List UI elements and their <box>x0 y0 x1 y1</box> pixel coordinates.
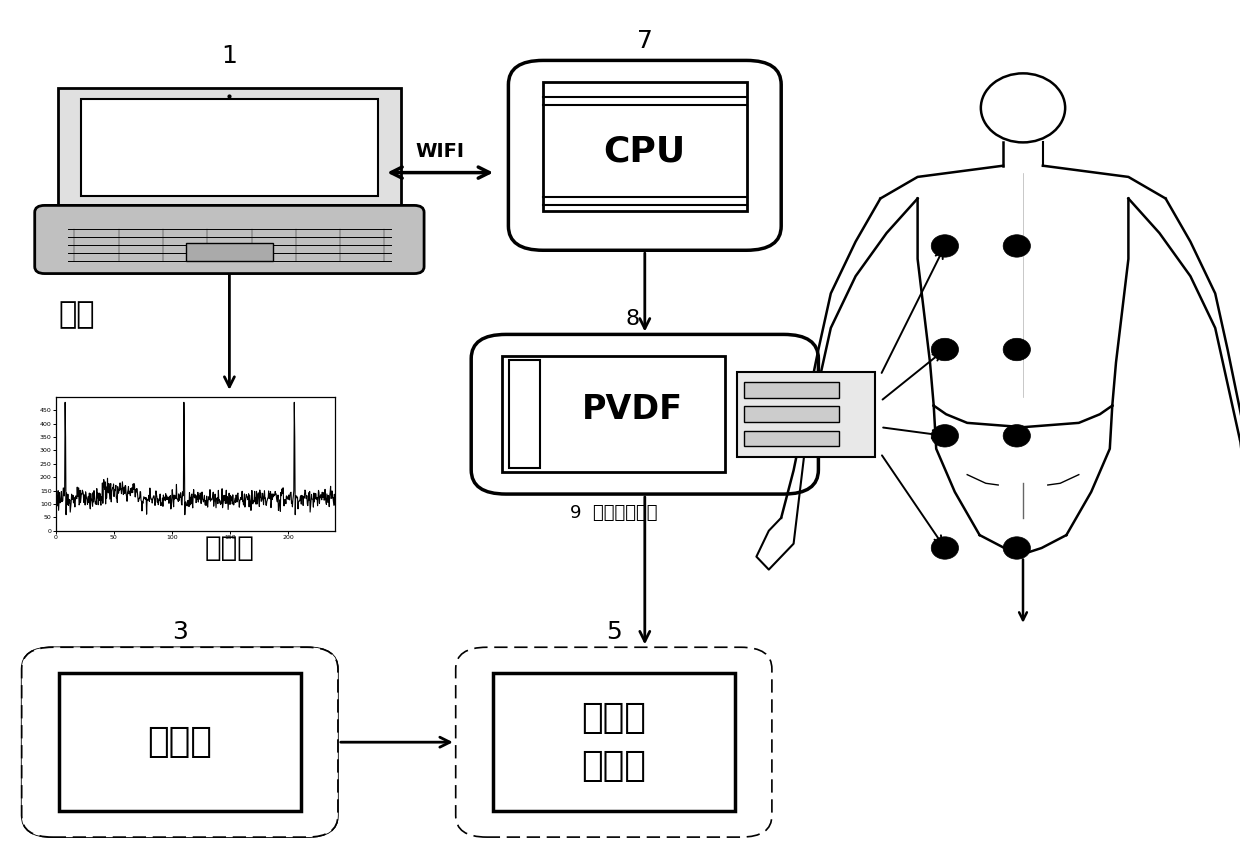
FancyBboxPatch shape <box>744 431 839 446</box>
Text: 8: 8 <box>625 309 640 329</box>
Text: 单片机: 单片机 <box>148 725 212 759</box>
Text: PVDF: PVDF <box>582 394 683 426</box>
FancyBboxPatch shape <box>21 647 337 837</box>
FancyBboxPatch shape <box>744 382 839 398</box>
Text: 波形图: 波形图 <box>205 534 254 562</box>
Text: CPU: CPU <box>604 134 686 168</box>
FancyBboxPatch shape <box>508 361 541 468</box>
Text: 7: 7 <box>637 29 652 54</box>
Text: 分析: 分析 <box>58 300 94 330</box>
FancyBboxPatch shape <box>543 82 746 211</box>
FancyBboxPatch shape <box>35 205 424 274</box>
FancyBboxPatch shape <box>502 356 725 473</box>
Text: 3: 3 <box>172 620 187 644</box>
Text: 刺激仳: 刺激仳 <box>582 749 646 784</box>
FancyBboxPatch shape <box>21 647 337 837</box>
Text: 医用电: 医用电 <box>582 701 646 735</box>
Text: 9  医用电极贴片: 9 医用电极贴片 <box>570 504 657 522</box>
FancyBboxPatch shape <box>492 673 734 811</box>
FancyBboxPatch shape <box>737 372 875 457</box>
Ellipse shape <box>1003 425 1030 447</box>
Ellipse shape <box>1003 235 1030 257</box>
Text: 5: 5 <box>606 620 621 644</box>
Ellipse shape <box>1003 537 1030 559</box>
Text: WIFI: WIFI <box>415 142 465 161</box>
FancyBboxPatch shape <box>508 60 781 250</box>
Ellipse shape <box>931 425 959 447</box>
FancyBboxPatch shape <box>186 243 273 261</box>
FancyBboxPatch shape <box>81 99 378 196</box>
FancyBboxPatch shape <box>456 647 771 837</box>
FancyBboxPatch shape <box>58 88 401 214</box>
FancyBboxPatch shape <box>471 335 818 494</box>
FancyBboxPatch shape <box>58 673 300 811</box>
FancyBboxPatch shape <box>744 406 839 422</box>
Ellipse shape <box>931 235 959 257</box>
Ellipse shape <box>931 338 959 361</box>
Ellipse shape <box>981 73 1065 142</box>
Ellipse shape <box>1003 338 1030 361</box>
Ellipse shape <box>931 537 959 559</box>
Text: 1: 1 <box>222 44 237 68</box>
